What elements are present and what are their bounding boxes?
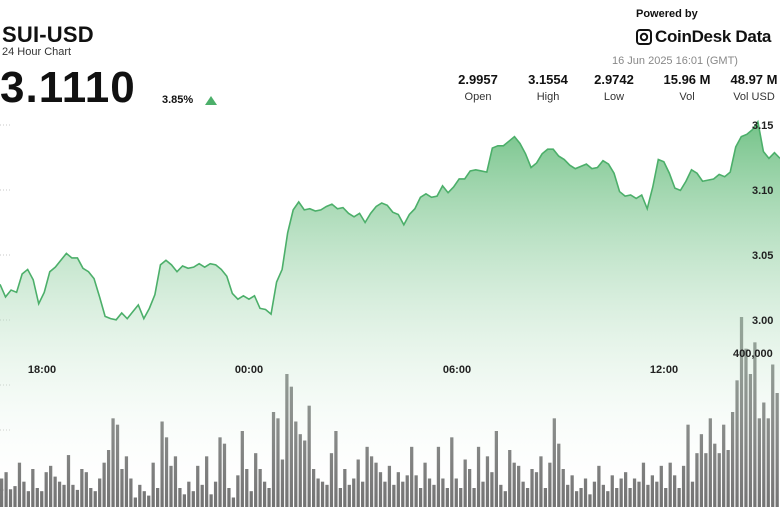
stat-value: 3.1554 — [528, 72, 568, 87]
stat-value: 2.9742 — [594, 72, 634, 87]
timestamp: 16 Jun 2025 16:01 (GMT) — [612, 55, 738, 67]
coindesk-data-logo: CoinDesk Data — [636, 26, 771, 48]
up-triangle-icon — [205, 96, 217, 105]
stat-vol-usd: 48.97 M Vol USD — [728, 72, 780, 103]
powered-by-label: Powered by — [636, 8, 698, 20]
stat-vol: 15.96 M Vol — [656, 72, 718, 103]
chart-subtitle: 24 Hour Chart — [2, 46, 72, 58]
x-tick-label: 00:00 — [235, 364, 263, 376]
y-axis-ticks: 3.15 3.10 3.05 3.00 400,000 — [733, 120, 773, 360]
stat-label: Low — [603, 91, 625, 103]
price-change-percent: 3.85% — [162, 94, 194, 106]
stat-label: High — [536, 91, 560, 103]
stat-open: 2.9957 Open — [456, 72, 500, 103]
brand-name: CoinDesk Data — [655, 27, 772, 46]
stat-value: 15.96 M — [663, 72, 711, 87]
price-line — [0, 119, 780, 321]
coindesk-logo-icon — [636, 29, 652, 45]
y-tick-label: 3.10 — [752, 185, 773, 197]
x-tick-label: 18:00 — [28, 364, 56, 376]
y-tick-label: 3.15 — [752, 120, 773, 132]
current-price: 3.1110 — [0, 63, 136, 112]
y-tick-label: 3.00 — [752, 315, 773, 327]
stat-label: Vol USD — [733, 91, 775, 103]
volume-tick-label: 400,000 — [733, 348, 773, 360]
stat-label: Vol — [679, 91, 695, 103]
stat-low: 2.9742 Low — [592, 72, 636, 103]
stat-high: 3.1554 High — [526, 72, 570, 103]
x-tick-label: 06:00 — [443, 364, 471, 376]
y-tick-label: 3.05 — [752, 250, 773, 262]
stat-label: Open — [464, 91, 492, 103]
x-tick-label: 12:00 — [650, 364, 678, 376]
pair-title: SUI-USD — [2, 22, 94, 47]
stat-value: 2.9957 — [458, 72, 498, 87]
stat-value: 48.97 M — [730, 72, 778, 87]
x-axis-ticks: 18:00 00:00 06:00 12:00 — [28, 364, 678, 376]
price-area — [0, 121, 780, 507]
